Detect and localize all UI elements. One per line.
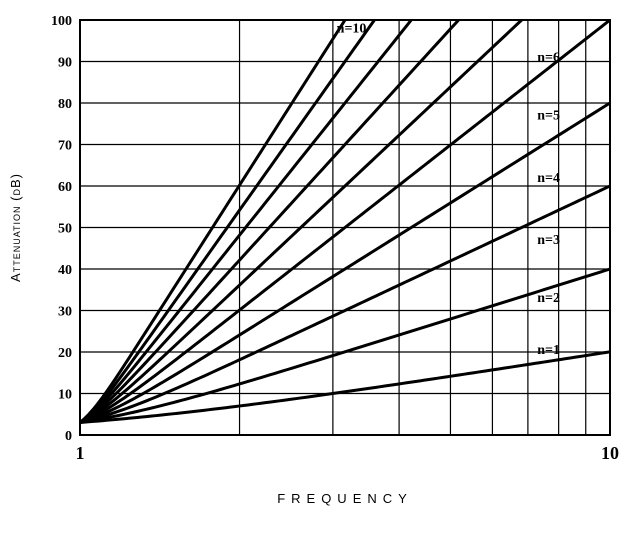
y-tick-label: 80 [58,97,72,112]
attenuation-chart: 0102030405060708090100110Attenuation (dB… [0,0,640,538]
series-label-n4: n=4 [537,171,560,186]
series-label-n10: n=10 [337,21,367,36]
series-line-n1 [80,352,610,423]
series-label-n5: n=5 [537,109,560,124]
series-label-n2: n=2 [537,291,560,306]
y-tick-label: 30 [58,305,72,320]
series-label-n1: n=1 [537,343,560,358]
y-tick-label: 100 [51,14,72,29]
y-tick-label: 50 [58,222,72,237]
x-axis-title: Frequency [277,491,413,506]
y-axis-title: Attenuation (dB) [8,173,23,282]
y-tick-label: 20 [58,346,72,361]
series-line-n5 [80,20,610,423]
y-tick-label: 70 [58,139,72,154]
x-tick-label: 1 [76,443,85,463]
y-tick-label: 10 [58,388,72,403]
series-label-n6: n=6 [537,51,560,66]
x-tick-label: 10 [601,443,619,463]
y-tick-label: 90 [58,56,72,71]
y-tick-label: 0 [65,429,72,444]
chart-svg: 0102030405060708090100110Attenuation (dB… [0,0,640,538]
y-tick-label: 60 [58,180,72,195]
series-label-n3: n=3 [537,233,560,248]
series-line-n4 [80,103,610,423]
y-tick-label: 40 [58,263,72,278]
series-line-n3 [80,186,610,423]
